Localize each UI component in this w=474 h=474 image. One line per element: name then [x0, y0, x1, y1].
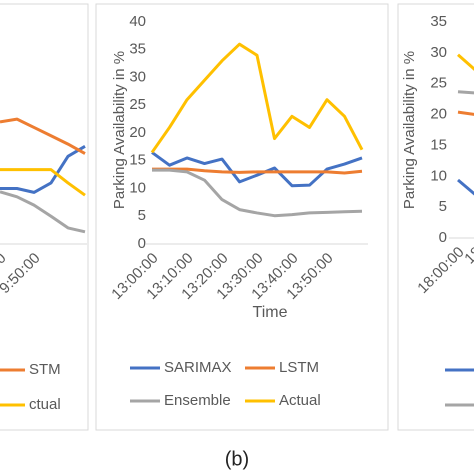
- series-line: [152, 167, 363, 175]
- series-line: [150, 42, 364, 154]
- panel: 0 5 10 15 20 25 30 35 Parking Availability in % 1…: [401, 13, 474, 407]
- y-tick-label: 0: [439, 229, 447, 246]
- x-tick-label: 0: [0, 250, 10, 268]
- y-tick-label: 25: [430, 75, 447, 92]
- y-tick-label: 10: [430, 167, 447, 184]
- legend-label: SARIMAX: [164, 359, 232, 376]
- caption: (b): [225, 448, 249, 470]
- legend-label: LSTM: [279, 359, 319, 376]
- x-tick-label: 9:50:00: [0, 250, 44, 297]
- y-tick-label: 0: [138, 235, 146, 252]
- panel-frame: [0, 3, 89, 431]
- legend-label: STM: [29, 361, 61, 378]
- series-line: [457, 53, 474, 71]
- y-tick-label: 20: [430, 106, 447, 123]
- legend-label: Actual: [279, 392, 321, 409]
- series-line: [151, 151, 363, 188]
- y-tick-label: 10: [129, 179, 146, 196]
- x-axis-label: Time: [253, 304, 288, 321]
- panel: 0 5 10 15 20 25 30 35 40 Parking Availability in …: [108, 13, 368, 409]
- series-line: [0, 190, 86, 234]
- y-tick-label: 30: [129, 68, 146, 85]
- series-line: [0, 145, 86, 194]
- panel-frame: [95, 3, 389, 431]
- y-tick-label: 5: [138, 207, 146, 224]
- series-line: [457, 110, 474, 116]
- x-tick-label: 18:00:00: [414, 244, 467, 297]
- series-line: [152, 168, 363, 218]
- panel: 09:50:00 STM ctual: [0, 117, 87, 413]
- y-tick-label: 25: [129, 96, 146, 113]
- y-tick-label: 20: [129, 124, 146, 141]
- x-tick-label: 18: [461, 244, 474, 268]
- y-tick-label: 5: [439, 198, 447, 215]
- y-tick-label: 15: [430, 136, 447, 153]
- y-axis-label: Parking Availability in %: [111, 51, 128, 209]
- series-line: [457, 178, 474, 196]
- panel-frame: [397, 3, 474, 431]
- y-tick-label: 30: [430, 44, 447, 61]
- y-axis-label: Parking Availability in %: [401, 51, 418, 209]
- series-line: [457, 90, 474, 95]
- legend-label: Ensemble: [164, 392, 231, 409]
- y-tick-label: 15: [129, 152, 146, 169]
- y-tick-label: 35: [430, 13, 447, 30]
- series-line: [0, 117, 86, 155]
- legend-label: ctual: [29, 396, 61, 413]
- y-tick-label: 35: [129, 41, 146, 58]
- y-tick-label: 40: [129, 13, 146, 30]
- series-line: [0, 168, 86, 197]
